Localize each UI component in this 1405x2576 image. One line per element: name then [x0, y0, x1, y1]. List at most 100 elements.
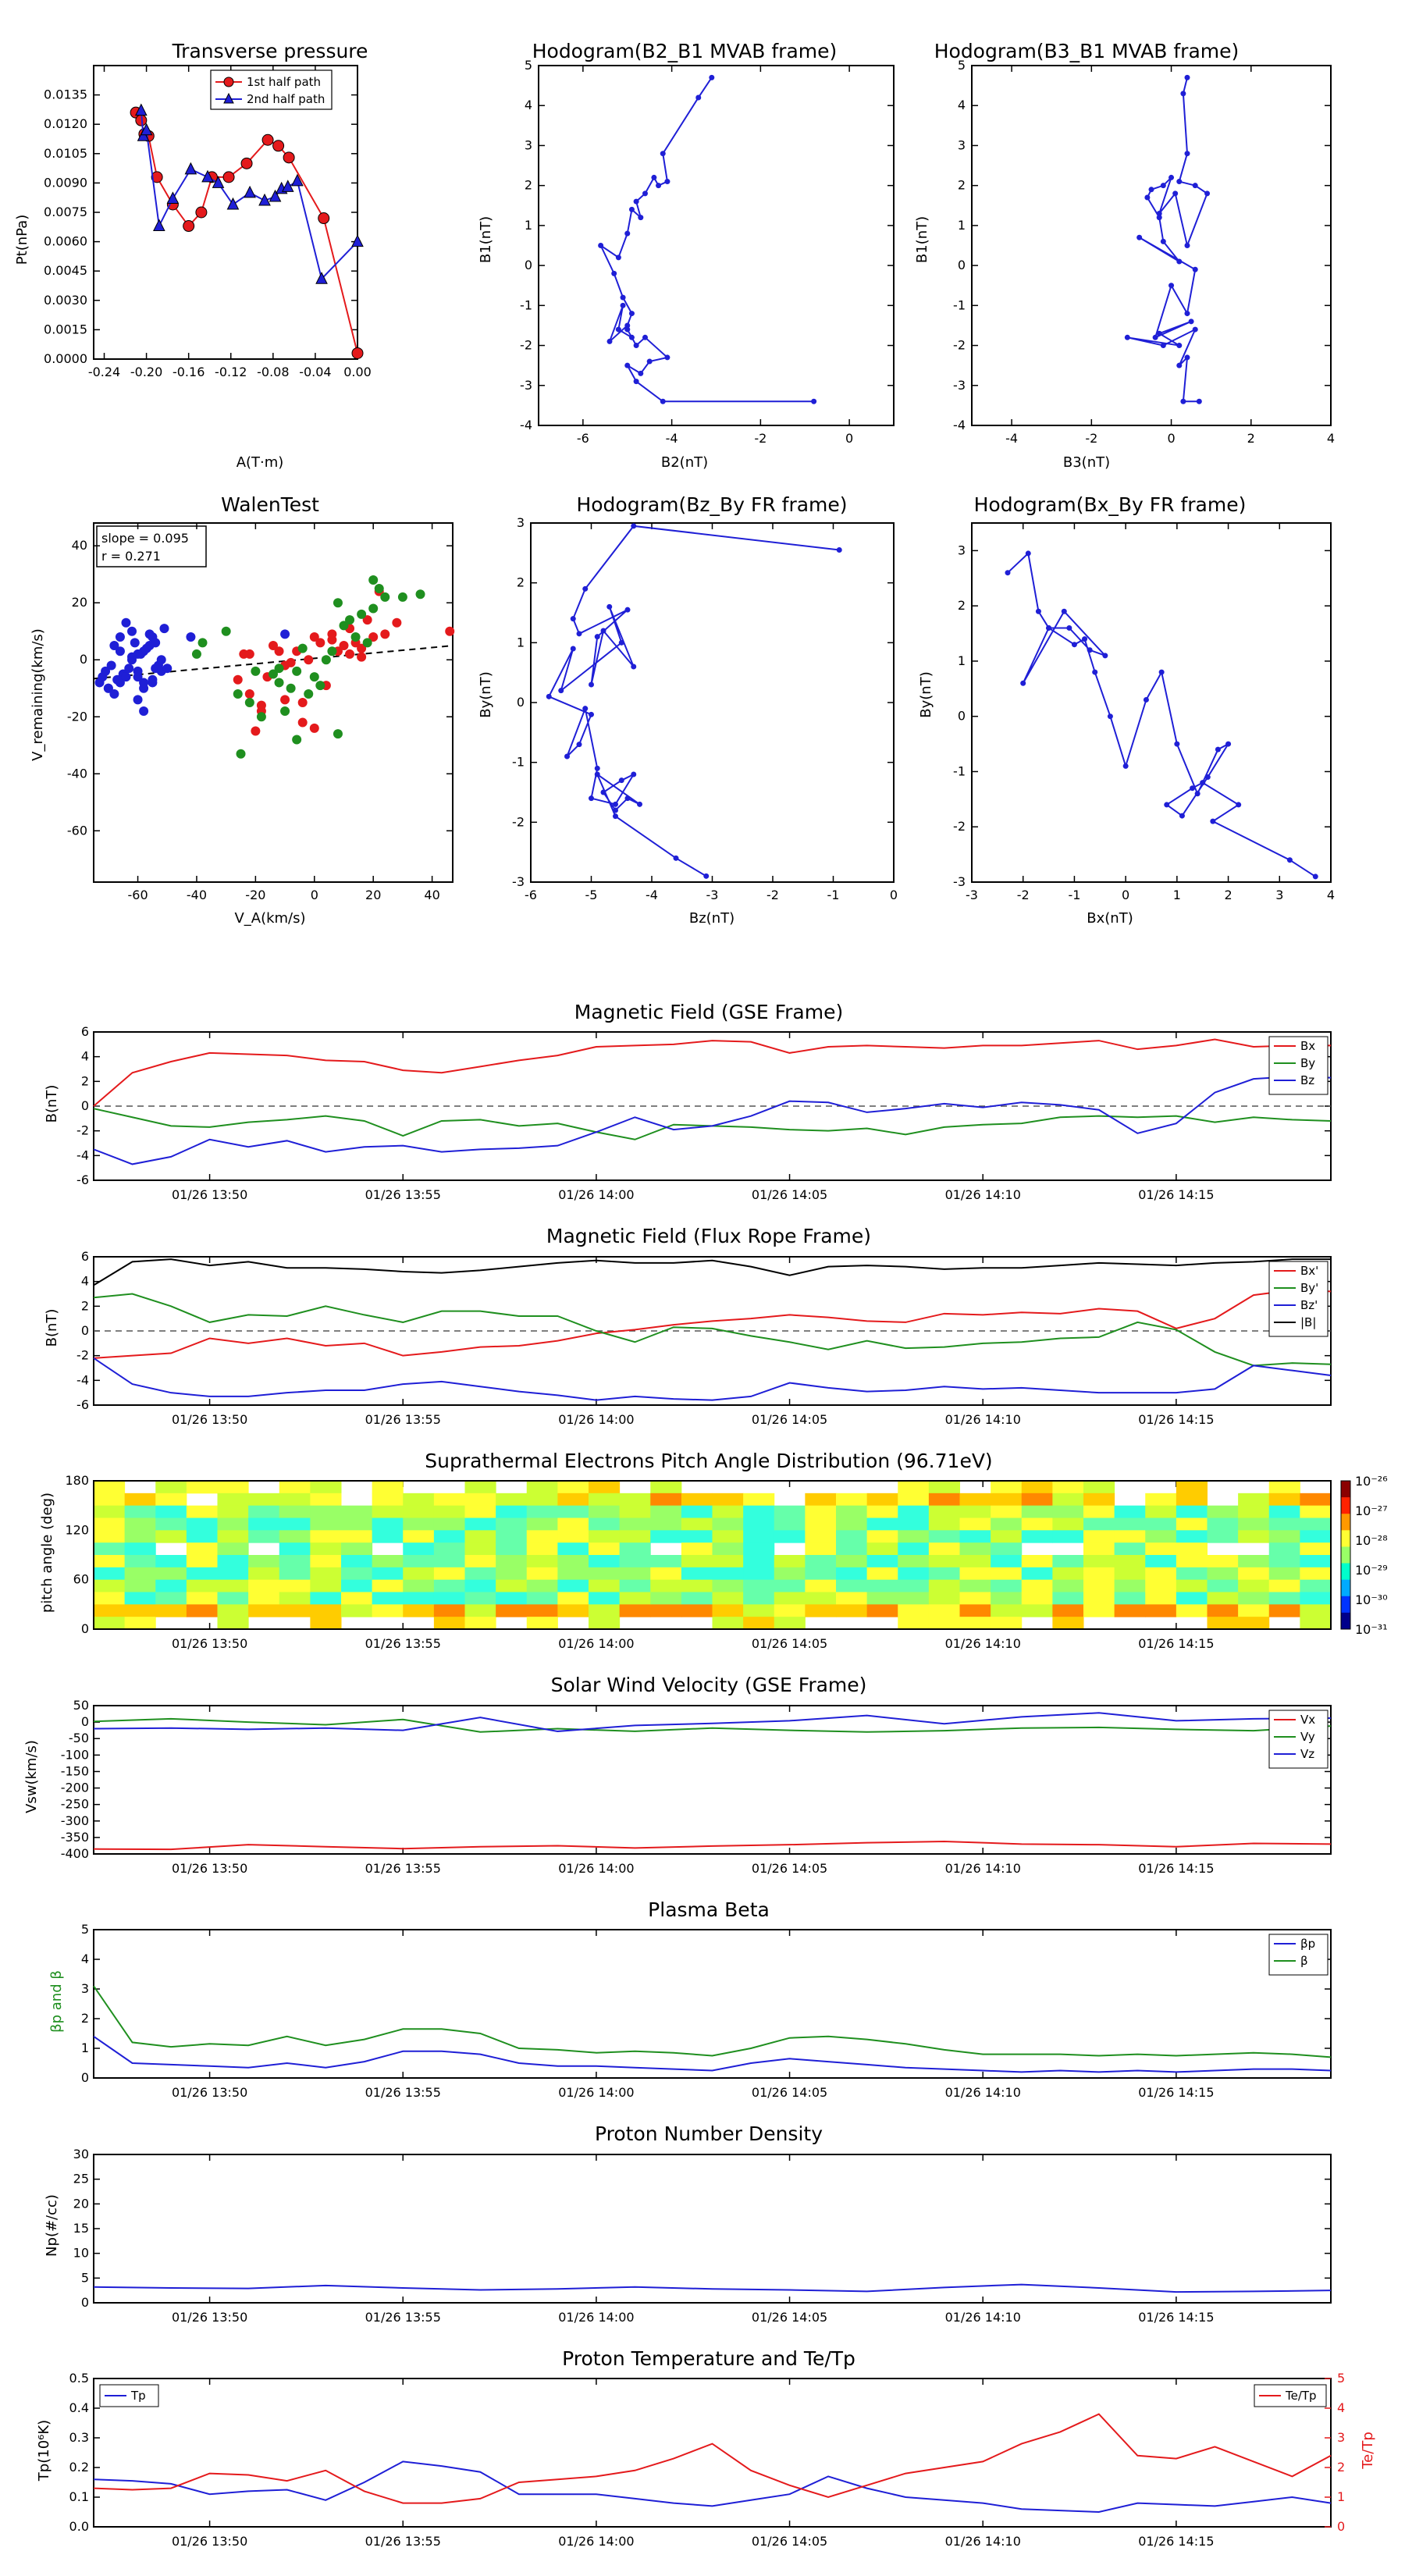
- hodogram_b2_b1-point: [651, 174, 657, 180]
- pad-cell: [155, 1530, 187, 1543]
- hodogram-b2-b1-xlabel: B2(nT): [661, 454, 708, 471]
- hodogram_b2_b1-point: [642, 334, 648, 340]
- pad-cell: [94, 1579, 126, 1592]
- hodogram_b3_b1-point: [1192, 266, 1198, 272]
- pad-cell: [1114, 1542, 1146, 1556]
- pad-cell: [959, 1555, 991, 1568]
- pad-cell: [743, 1555, 775, 1568]
- pad-cell: [433, 1530, 465, 1543]
- pad-cell: [464, 1481, 496, 1494]
- pad-cell: [836, 1517, 868, 1531]
- hodogram_b3_b1-point: [1192, 326, 1198, 333]
- walen-green-point: [362, 638, 372, 648]
- vsw-legend-label: Vz: [1300, 1747, 1314, 1761]
- hodogram_bx_by-point: [1236, 802, 1242, 808]
- hodogram_bz_by-point: [673, 855, 679, 861]
- hodogram_bx_by-ytick-label: -3: [953, 874, 966, 889]
- transverse_pressure-series-0-point: [283, 151, 295, 164]
- pad-cell: [124, 1493, 156, 1507]
- hodogram_b3_b1-point: [1160, 343, 1166, 349]
- pad-cell: [991, 1530, 1023, 1543]
- walen-red-point: [251, 726, 261, 736]
- pad-cell: [372, 1604, 404, 1617]
- mag-gse-title: Magnetic Field (GSE Frame): [574, 1001, 843, 1023]
- tp-ytick-label: 0.2: [69, 2460, 89, 2475]
- pad-cell: [217, 1592, 249, 1605]
- mag_fr-legend-label: |B|: [1300, 1315, 1316, 1329]
- transverse_pressure-ytick-label: 0.0090: [44, 175, 87, 190]
- pad-cell: [1145, 1517, 1177, 1531]
- hodogram_bx_by-xtick-label: 0: [1122, 888, 1129, 902]
- transverse_pressure-series-1-point: [135, 103, 148, 116]
- pad-cell: [959, 1517, 991, 1531]
- pad-cell: [310, 1592, 342, 1605]
- mag_fr-series-3-line: [93, 1258, 1331, 1286]
- walen-green-point: [321, 655, 331, 665]
- pad-colorbar-label: 10⁻²⁷: [1355, 1503, 1388, 1518]
- np-title: Proton Number Density: [595, 2122, 823, 2145]
- pad-cell: [866, 1530, 898, 1543]
- pad-cell: [1300, 1592, 1332, 1605]
- hodogram_b2_b1-point: [615, 254, 621, 261]
- hodogram_bz_by-point: [570, 646, 576, 652]
- pad-cell: [403, 1542, 435, 1556]
- pad-cell: [186, 1481, 218, 1494]
- walen-green-point: [309, 672, 319, 682]
- hodogram_bz_by-ytick-label: -1: [512, 755, 525, 770]
- pad-cell: [1300, 1517, 1332, 1531]
- pad-cell: [496, 1517, 528, 1531]
- walen-blue-point: [121, 617, 131, 628]
- pad-cell: [650, 1530, 682, 1543]
- hodogram_bz_by-xtick-label: -3: [706, 888, 719, 902]
- walen-green-point: [297, 643, 308, 653]
- tp-frame: [93, 2378, 1332, 2528]
- pad-cell: [589, 1530, 621, 1543]
- walen-annotation-slope: slope = 0.095: [101, 531, 189, 546]
- pad-cell: [928, 1505, 960, 1518]
- hodogram_bx_by-point: [1025, 550, 1031, 557]
- transverse_pressure-xtick-label: -0.04: [299, 365, 331, 379]
- hodogram-b2-b1-ylabel: B1(nT): [478, 216, 494, 263]
- hodogram_b3_b1-point: [1184, 74, 1190, 80]
- vsw-series-1-line: [93, 1717, 1332, 1733]
- walen-red-point: [269, 640, 278, 650]
- mag_fr-series-2-line: [93, 1357, 1332, 1401]
- walen-ytick-label: 40: [72, 538, 87, 553]
- walen-red-point: [309, 723, 319, 733]
- tp-ytick-label: 0.1: [69, 2489, 89, 2504]
- np-xtick-label: 01/26 13:50: [172, 2310, 247, 2325]
- pad-cell: [155, 1493, 187, 1507]
- pad-cell: [372, 1481, 404, 1494]
- np-ytick-label: 15: [73, 2221, 89, 2236]
- pad-cell: [557, 1592, 589, 1605]
- beta-xtick-label: 01/26 14:10: [945, 2085, 1021, 2100]
- mag_gse-xtick-label: 01/26 14:10: [945, 1187, 1021, 1202]
- hodogram_b2_b1-ytick-label: 2: [525, 178, 532, 193]
- hodogram_bz_by-point: [576, 631, 582, 637]
- pad-cell: [433, 1604, 465, 1617]
- walen-green-point: [380, 592, 390, 602]
- pad-cell: [743, 1517, 775, 1531]
- pad-cell: [217, 1530, 249, 1543]
- pad-cell: [557, 1481, 589, 1494]
- walen-blue-point: [115, 632, 125, 642]
- mag_fr-legend-label: Bx': [1300, 1264, 1318, 1278]
- pad-cell: [248, 1592, 280, 1605]
- pad-cell: [650, 1505, 682, 1518]
- pad-cell: [372, 1505, 404, 1518]
- beta-title: Plasma Beta: [648, 1898, 770, 1921]
- hodogram_bx_by-point: [1020, 680, 1026, 686]
- pad-cell: [1207, 1555, 1239, 1568]
- pad-cell: [836, 1493, 868, 1507]
- pad-cell: [557, 1579, 589, 1592]
- hodogram_b3_b1-xtick-label: 4: [1327, 431, 1335, 446]
- mag_fr-series-1-line: [93, 1293, 1332, 1367]
- pad-frame-top: [93, 1480, 1332, 1630]
- pad-cell: [341, 1517, 373, 1531]
- pad-cell: [774, 1604, 806, 1617]
- np-ytick-label: 30: [73, 2147, 89, 2161]
- walen-green-point: [274, 678, 284, 688]
- mag_fr-legend-label: By': [1300, 1281, 1318, 1295]
- pad-cell: [279, 1592, 311, 1605]
- pad-cell: [186, 1530, 218, 1543]
